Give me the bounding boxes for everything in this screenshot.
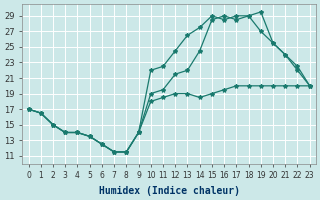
X-axis label: Humidex (Indice chaleur): Humidex (Indice chaleur) [99,186,240,196]
